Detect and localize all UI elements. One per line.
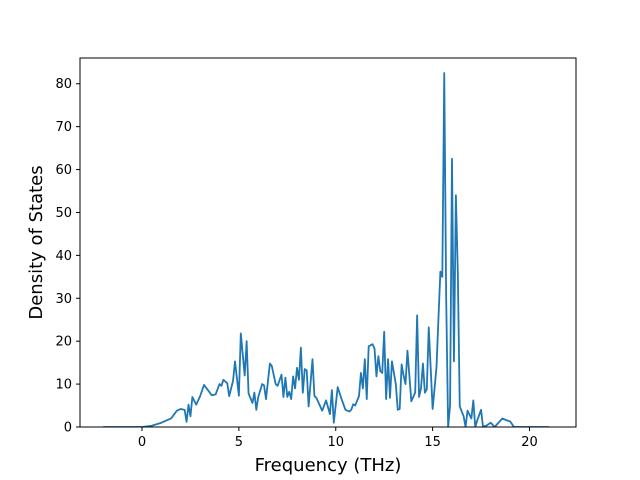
y-tick-label: 60 [55,163,72,178]
axis-ticks: 0 5 10 15 20 0 10 20 30 40 50 60 70 80 [55,77,537,450]
x-tick-label: 10 [327,435,344,450]
x-tick-label: 15 [424,435,441,450]
y-tick-label: 80 [55,77,72,92]
y-tick-label: 20 [55,335,72,350]
y-tick-label: 50 [55,206,72,221]
plot-area [79,57,577,428]
x-tick-label: 0 [138,435,146,450]
y-axis-title: Density of States [26,165,47,319]
plot-frame [79,57,577,428]
y-tick-label: 40 [55,249,72,264]
y-tick-label: 70 [55,120,72,135]
x-tick-label: 20 [521,435,538,450]
y-tick-label: 0 [64,421,72,436]
x-axis-title: Frequency (THz) [255,455,402,476]
x-tick-label: 5 [235,435,243,450]
dos-series-line [103,72,549,427]
y-tick-label: 10 [55,378,72,393]
y-tick-label: 30 [55,292,72,307]
